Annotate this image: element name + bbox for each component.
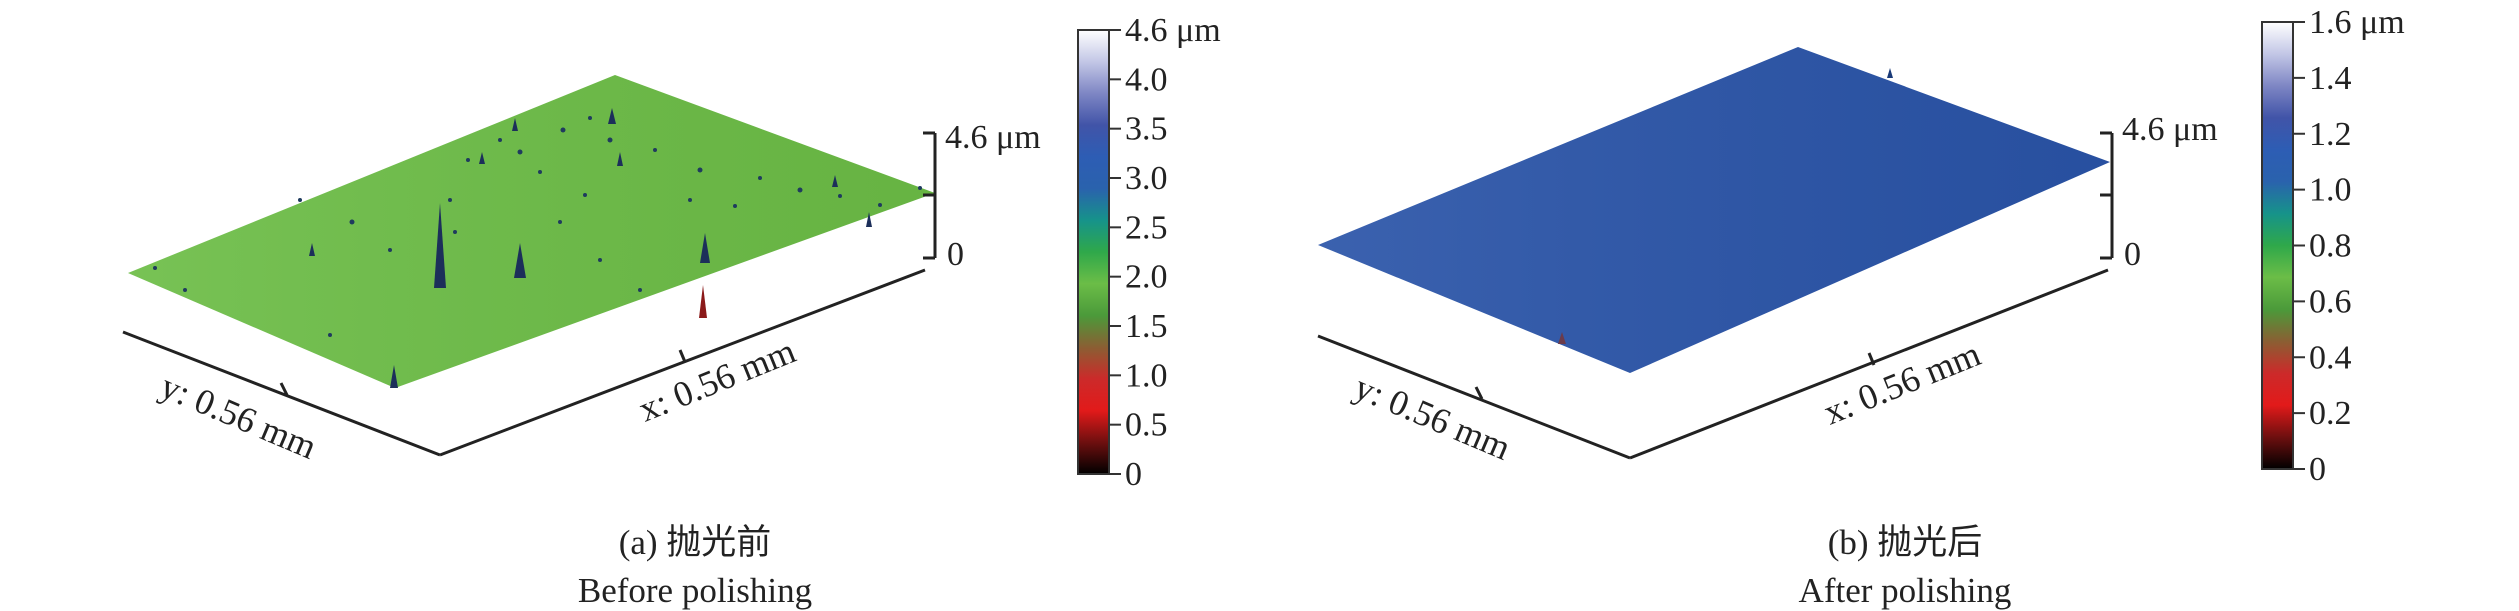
spike xyxy=(608,108,616,124)
colorbar-tick-label: 0 xyxy=(1125,456,1142,493)
colorbar-tick-label: 1.0 xyxy=(2309,172,2352,209)
colorbar-tick-label: 3.5 xyxy=(1125,111,1168,148)
x-axis-tick-b xyxy=(1867,352,1876,366)
colorbar-b-ticks: 1.6 μm 1.4 1.2 1.0 0.8 0.6 0.4 0.2 0 xyxy=(2293,4,2405,488)
colorbar-tick-label: 4.6 μm xyxy=(1125,12,1221,49)
spike-red xyxy=(699,285,707,318)
colorbar-tick-label: 0.6 xyxy=(2309,283,2352,320)
y-axis-line-a xyxy=(122,330,441,457)
z-top-label-b: 4.6 μm xyxy=(2122,111,2218,148)
caption-en-a: Before polishing xyxy=(578,571,812,610)
surface-a-specks xyxy=(153,116,922,337)
colorbar-tick-label: 0.2 xyxy=(2309,395,2352,432)
spike xyxy=(1887,68,1893,78)
colorbar-tick-label: 2.5 xyxy=(1125,209,1168,246)
caption-label-b: (b) 抛光后 xyxy=(1828,523,1983,562)
spike-large xyxy=(434,203,446,288)
caption-en-b: After polishing xyxy=(1799,571,2012,610)
spike xyxy=(479,152,485,164)
surface-b-shade xyxy=(1318,47,2110,373)
x-axis-label-b: x: 0.56 mm xyxy=(1818,334,1986,433)
colorbar-tick-label: 1.6 μm xyxy=(2309,4,2405,41)
colorbar-a-ticks: 4.6 μm 4.0 3.5 3.0 2.5 2.0 1.5 1.0 0.5 0 xyxy=(1109,12,1221,493)
x-axis-line-a xyxy=(439,268,926,457)
spike xyxy=(617,152,623,166)
colorbar-tick-label: 2.0 xyxy=(1125,259,1168,296)
spike xyxy=(700,233,710,263)
colorbar-tick-label: 1.5 xyxy=(1125,308,1168,345)
spike xyxy=(309,243,315,256)
panel-b: y: 0.56 mm x: 0.56 mm 4.6 μm 0 1.6 μm1.4… xyxy=(1317,4,2405,610)
surface-a-shade xyxy=(128,75,935,388)
surface-a-spikes xyxy=(309,108,872,388)
surface-b-specks xyxy=(1558,68,1893,344)
axes-a xyxy=(122,131,937,457)
z-bottom-label-b: 0 xyxy=(2124,236,2141,273)
colorbar-tick-label: 1.2 xyxy=(2309,116,2352,153)
colorbar-tick-label: 0.4 xyxy=(2309,339,2352,376)
y-axis-line-b xyxy=(1317,334,1631,460)
spike xyxy=(514,243,526,278)
caption-label-a: (a) 抛光前 xyxy=(619,523,772,562)
spike xyxy=(512,118,518,131)
colorbar-b: 1.6 μm 1.4 1.2 1.0 0.8 0.6 0.4 0.2 0 xyxy=(2261,4,2405,488)
colorbar-b-bar xyxy=(2261,21,2294,470)
y-axis-tick-a xyxy=(279,382,289,396)
colorbar-a: 4.6 μm 4.0 3.5 3.0 2.5 2.0 1.5 1.0 0.5 0 xyxy=(1077,12,1221,493)
x-axis-label-a: x: 0.56 mm xyxy=(633,331,801,430)
colorbar-tick-label: 1.4 xyxy=(2309,60,2352,97)
colorbar-tick-label: 0.5 xyxy=(1125,407,1168,444)
y-axis-label-a: y: 0.56 mm xyxy=(155,366,323,467)
colorbar-tick-label: 0 xyxy=(2309,451,2326,488)
spike xyxy=(866,212,872,227)
x-axis-tick-a xyxy=(678,349,687,363)
colorbar-tick-label: 3.0 xyxy=(1125,160,1168,197)
axes-b xyxy=(1317,131,2114,460)
spike xyxy=(390,365,398,388)
colorbar-tick-label: 4.0 xyxy=(1125,61,1168,98)
z-bottom-label-a: 0 xyxy=(947,236,964,273)
colorbar-tick-label: 0.8 xyxy=(2309,228,2352,265)
panel-a: y: 0.56 mm x: 0.56 mm 4.6 μm 0 4.6 μm 4.0… xyxy=(122,12,1221,610)
spike xyxy=(1558,332,1566,344)
z-top-label-a: 4.6 μm xyxy=(945,119,1041,156)
colorbar-a-bar xyxy=(1077,29,1110,475)
spike xyxy=(832,175,838,187)
colorbar-tick-label: 1.0 xyxy=(1125,357,1168,394)
x-axis-line-b xyxy=(1629,268,2109,460)
y-axis-tick-b xyxy=(1474,386,1484,400)
